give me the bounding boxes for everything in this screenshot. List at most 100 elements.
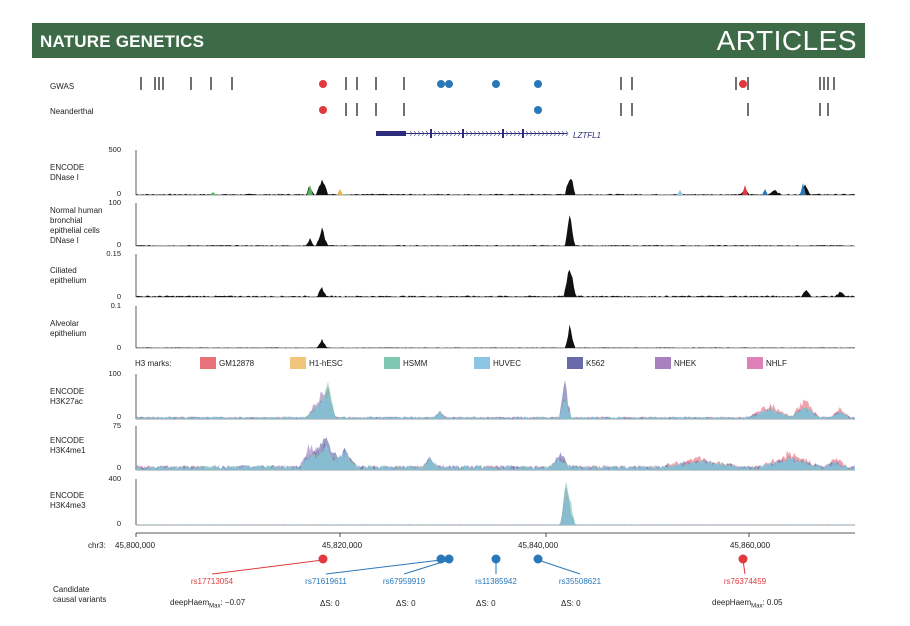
ciliated-signal <box>136 269 855 297</box>
h3k27ac-signal <box>136 380 855 419</box>
neanderthal-label: Neanderthal <box>50 107 94 116</box>
legend-label: GM12878 <box>219 359 255 368</box>
dnase-colored-peak <box>307 185 313 195</box>
track-label-encode-dnase: ENCODE DNase I <box>50 163 85 182</box>
axis-tick-label: 45,800,000 <box>115 541 156 550</box>
gene-strand-mark <box>409 130 413 137</box>
variant-score: deepHaemMax: −0.07 <box>170 598 246 610</box>
h3k4me3-signal <box>136 493 855 525</box>
variant-dot <box>444 554 454 564</box>
axis-tick-label: 45,840,000 <box>518 541 559 550</box>
tick-min: 0 <box>116 343 121 352</box>
h3k27ac-signal <box>136 387 855 419</box>
tick-max: 0.1 <box>110 301 121 310</box>
legend-label: NHEK <box>674 359 697 368</box>
gene-strand-mark <box>537 130 541 137</box>
gene-strand-mark <box>473 130 477 137</box>
h3k27ac-signal <box>136 381 855 419</box>
alveolar-signal <box>136 324 855 348</box>
variant-id: rs71619611 <box>305 577 347 586</box>
neanderthal-variant-dot <box>319 106 327 114</box>
track-label-nhbe-dnase: Normal human bronchial epithelial cells … <box>50 206 103 245</box>
nhbe-dnase-signal <box>136 215 855 246</box>
variant-id: rs67959919 <box>382 577 426 586</box>
dnase-colored-peak <box>742 185 748 195</box>
dnase-colored-peak <box>800 183 806 195</box>
gene-strand-mark <box>417 130 421 137</box>
legend-swatch <box>290 357 306 369</box>
dnase-colored-peak <box>337 189 343 195</box>
gene-strand-mark <box>565 130 569 137</box>
gwas-variant-dot <box>437 80 445 88</box>
gene-strand-mark <box>529 130 533 137</box>
gene-strand-mark <box>457 130 461 137</box>
gene-strand-mark <box>425 130 429 137</box>
axis-tick-label: 45,820,000 <box>322 541 363 550</box>
variant-leader-line <box>211 559 324 575</box>
legend-label: H1-hESC <box>309 359 343 368</box>
gene-strand-mark <box>513 130 517 137</box>
gene-strand-mark <box>413 130 417 137</box>
h3k27ac-signal <box>136 387 855 419</box>
gene-strand-mark <box>469 130 473 137</box>
gene-strand-mark <box>485 130 489 137</box>
gene-strand-mark <box>553 130 557 137</box>
tick-min: 0 <box>116 519 121 528</box>
gene-strand-mark <box>445 130 449 137</box>
legend-title: H3 marks: <box>135 359 172 368</box>
gwas-variant-dot <box>319 80 327 88</box>
h3k4me1-signal <box>136 437 855 470</box>
variant-dot <box>491 554 501 564</box>
track-label-ciliated: Ciliated epithelium <box>50 266 87 285</box>
tick-max: 0.15 <box>106 249 121 258</box>
gene-strand-mark <box>489 130 493 137</box>
tick-min: 0 <box>116 189 121 198</box>
h3k27ac-signal <box>136 393 855 419</box>
gene-label: LZTFL1 <box>573 131 602 140</box>
track-label-h3k27ac: ENCODE H3K27ac <box>50 387 85 406</box>
tick-max: 75 <box>112 421 121 430</box>
gene-strand-mark <box>437 130 441 137</box>
variant-leader-line <box>537 559 581 575</box>
neanderthal-variant-dot <box>534 106 542 114</box>
gene-strand-mark <box>433 130 437 137</box>
variant-id: rs76374459 <box>723 577 767 586</box>
variant-score: ΔS: 0 <box>561 599 581 608</box>
variant-score: ΔS: 0 <box>320 599 340 608</box>
h3k4me3-signal <box>136 495 855 525</box>
gene-strand-mark <box>541 130 545 137</box>
variant-dot <box>533 554 543 564</box>
tick-max: 400 <box>108 474 121 483</box>
tick-max: 100 <box>108 198 121 207</box>
variants-section-label: Candidate causal variants <box>53 585 107 604</box>
variant-leader-line <box>325 559 442 575</box>
variant-score: ΔS: 0 <box>396 599 416 608</box>
h3k4me3-signal <box>136 494 855 525</box>
variant-dot <box>436 554 446 564</box>
gene-strand-mark <box>545 130 549 137</box>
variant-id: rs35508621 <box>558 577 602 586</box>
gene-strand-mark <box>533 130 537 137</box>
dnase-colored-peak <box>762 189 768 195</box>
gene-exon <box>462 129 464 138</box>
gene-strand-mark <box>441 130 445 137</box>
gwas-variant-dot <box>445 80 453 88</box>
legend-label: NHLF <box>766 359 787 368</box>
gene-strand-mark <box>525 130 529 137</box>
gwas-label: GWAS <box>50 82 75 91</box>
gene-strand-mark <box>561 130 565 137</box>
track-label-alveolar: Alveolar epithelium <box>50 319 87 338</box>
legend-label: HUVEC <box>493 359 522 368</box>
tick-min: 0 <box>116 240 121 249</box>
chrom-label: chr3: <box>88 541 106 550</box>
gene-strand-mark <box>549 130 553 137</box>
h3k4me1-signal <box>136 445 855 470</box>
gwas-variant-dot <box>534 80 542 88</box>
legend-swatch <box>655 357 671 369</box>
legend-swatch <box>747 357 763 369</box>
axis-tick-label: 45,860,000 <box>730 541 771 550</box>
legend-swatch <box>200 357 216 369</box>
gene-strand-mark <box>453 130 457 137</box>
variant-id: rs11385942 <box>475 577 517 586</box>
